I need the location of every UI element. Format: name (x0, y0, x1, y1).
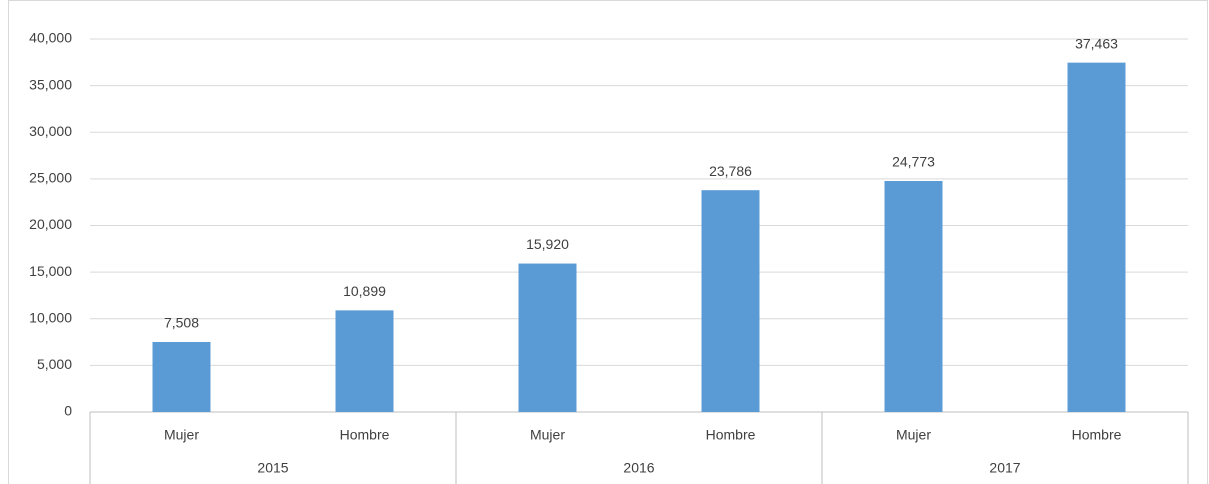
y-tick-label: 15,000 (29, 263, 72, 279)
bar (1067, 62, 1126, 412)
y-tick-label: 0 (64, 403, 72, 419)
data-label: 10,899 (343, 283, 386, 299)
y-tick-label: 30,000 (29, 123, 72, 139)
x-tick-label: Hombre (706, 427, 756, 443)
data-label: 24,773 (892, 154, 935, 170)
group-label: 2015 (257, 460, 288, 476)
bar (884, 180, 943, 412)
y-tick-label: 5,000 (37, 356, 72, 372)
x-tick-label: Mujer (530, 427, 565, 443)
chart-frame (8, 0, 1208, 484)
x-tick-label: Mujer (164, 427, 199, 443)
bar (518, 263, 577, 412)
bar (335, 310, 394, 412)
data-label: 15,920 (526, 236, 569, 252)
y-tick-label: 40,000 (29, 30, 72, 46)
x-tick-label: Hombre (1072, 427, 1122, 443)
y-tick-label: 20,000 (29, 216, 72, 232)
data-label: 37,463 (1075, 35, 1118, 51)
x-tick-label: Hombre (340, 427, 390, 443)
group-label: 2016 (623, 460, 654, 476)
x-tick-label: Mujer (896, 427, 931, 443)
data-label: 23,786 (709, 163, 752, 179)
data-label: 7,508 (164, 315, 199, 331)
y-tick-label: 25,000 (29, 170, 72, 186)
y-tick-label: 10,000 (29, 309, 72, 325)
group-label: 2017 (989, 460, 1020, 476)
bar (701, 190, 760, 412)
y-tick-label: 35,000 (29, 76, 72, 92)
bar (152, 341, 211, 412)
